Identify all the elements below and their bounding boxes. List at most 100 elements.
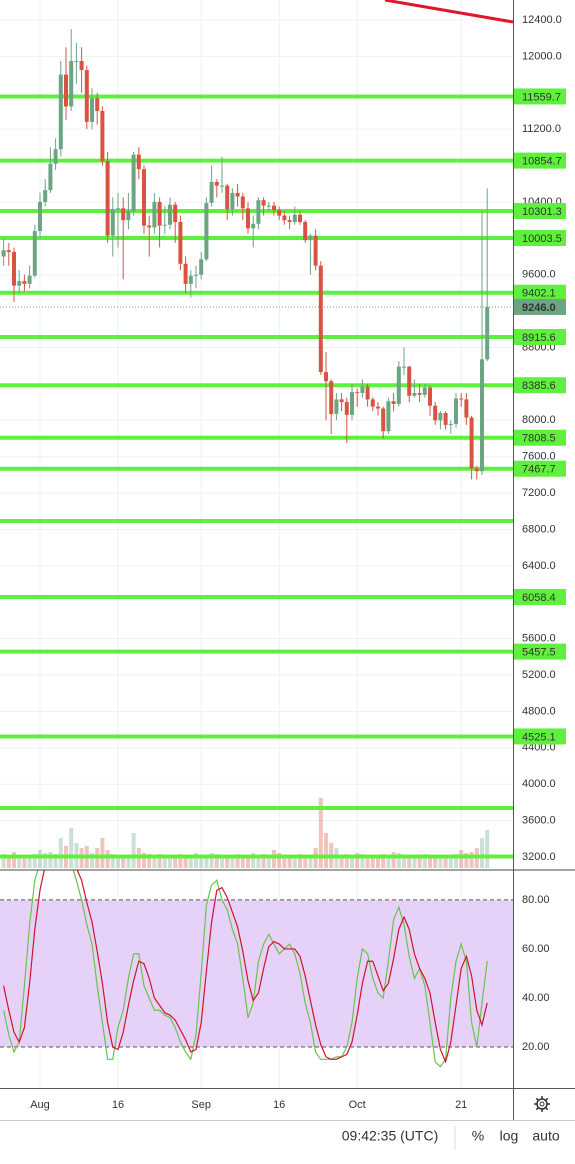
- volume-bar: [412, 856, 417, 868]
- candle-body: [116, 208, 120, 210]
- candle-body: [303, 221, 308, 241]
- candle-body: [256, 200, 261, 224]
- volume-bar: [168, 858, 172, 868]
- volume-bar: [178, 854, 183, 868]
- candle-body: [27, 275, 32, 284]
- level-label-box: [514, 588, 566, 605]
- candle-body: [480, 359, 484, 472]
- volume-bar: [188, 856, 193, 868]
- candle-body: [204, 202, 209, 260]
- volume-bar: [454, 854, 458, 868]
- volume-bar: [303, 856, 308, 868]
- last-price-label: 9246.0: [522, 302, 556, 314]
- candle-body: [17, 281, 22, 286]
- stochastic-pane: [0, 870, 513, 1068]
- y-tick-label: 8000.0: [522, 414, 556, 426]
- candle-body: [121, 208, 126, 221]
- volume-bar: [225, 858, 230, 868]
- candle-body: [407, 366, 412, 396]
- candle-body: [64, 74, 68, 107]
- volume-bar: [266, 856, 271, 868]
- volume-bar: [360, 854, 365, 868]
- level-label: 7467.7: [522, 464, 556, 476]
- level-label: 10301.3: [522, 206, 562, 218]
- level-label-box: [514, 643, 566, 660]
- candle-body: [79, 60, 84, 71]
- auto-button[interactable]: auto: [532, 1128, 559, 1144]
- volume-bar: [443, 856, 448, 868]
- volume-bar: [344, 854, 349, 868]
- candle-body: [443, 413, 448, 425]
- candle-body: [365, 386, 370, 400]
- candle-body: [100, 110, 105, 162]
- candle-body: [454, 398, 458, 424]
- candle-body: [350, 392, 354, 415]
- level-label-box: [514, 152, 566, 169]
- volume-bar: [355, 853, 360, 868]
- candle-body: [376, 406, 380, 409]
- candle-body: [147, 225, 152, 228]
- volume-bar: [402, 856, 406, 868]
- volume-bar: [246, 856, 250, 868]
- volume-bar: [162, 856, 167, 868]
- candle-body: [48, 163, 53, 191]
- volume-bar: [194, 853, 198, 868]
- stoch-tick-label: 40.00: [522, 992, 550, 1004]
- volume-bar: [396, 853, 401, 868]
- x-tick-label: Aug: [30, 1099, 50, 1111]
- volume-bar: [230, 856, 235, 868]
- volume-bar: [448, 856, 453, 868]
- volume-bar: [433, 858, 438, 868]
- volume-bar: [110, 854, 115, 868]
- candle-body: [173, 204, 178, 222]
- candle-body: [90, 98, 94, 122]
- level-label-box: [514, 329, 566, 346]
- volume-bar: [209, 853, 214, 868]
- candle-body: [183, 263, 188, 284]
- volume-bar: [235, 854, 240, 868]
- candle-body: [433, 405, 438, 421]
- volume-bar: [90, 853, 94, 868]
- clock: 09:42:35 (UTC): [342, 1128, 438, 1144]
- candle-body: [287, 220, 292, 222]
- y-tick-label: 9600.0: [522, 269, 556, 281]
- candle-body: [329, 381, 334, 414]
- volume-bar: [256, 856, 261, 868]
- candle-body: [162, 224, 167, 226]
- y-tick-label: 5600.0: [522, 633, 556, 645]
- volume-bar: [422, 854, 427, 868]
- candle-body: [126, 211, 131, 221]
- candle-body: [235, 192, 240, 197]
- percent-button[interactable]: %: [472, 1128, 484, 1144]
- candle-body: [142, 169, 146, 226]
- candle-body: [261, 200, 266, 206]
- candle-body: [246, 208, 250, 229]
- candle-body: [485, 306, 490, 360]
- y-tick-label: 4000.0: [522, 778, 556, 790]
- log-button[interactable]: log: [500, 1128, 519, 1144]
- volume-bar: [116, 856, 120, 868]
- volume-bar: [298, 854, 302, 868]
- x-tick-label: 21: [455, 1099, 467, 1111]
- candle-body: [428, 387, 432, 406]
- candle-body: [1, 250, 6, 257]
- candle-body: [225, 185, 230, 210]
- volume-bar: [53, 854, 58, 868]
- level-label: 9402.1: [522, 288, 556, 300]
- candle-body: [194, 274, 198, 276]
- candle-body: [324, 372, 328, 382]
- settings-icon[interactable]: [534, 1096, 550, 1112]
- candle-body: [214, 181, 219, 186]
- volume-bar: [480, 838, 484, 868]
- volume-bar: [121, 858, 126, 868]
- y-tick-label: 5200.0: [522, 669, 556, 681]
- volume-bar: [183, 858, 188, 868]
- candle-body: [313, 235, 318, 266]
- level-label-box: [514, 728, 566, 745]
- volume-bar: [214, 854, 219, 868]
- candle-body: [251, 223, 256, 229]
- candle-body: [402, 366, 406, 368]
- volume-bar: [38, 850, 42, 868]
- candle-body: [282, 215, 287, 221]
